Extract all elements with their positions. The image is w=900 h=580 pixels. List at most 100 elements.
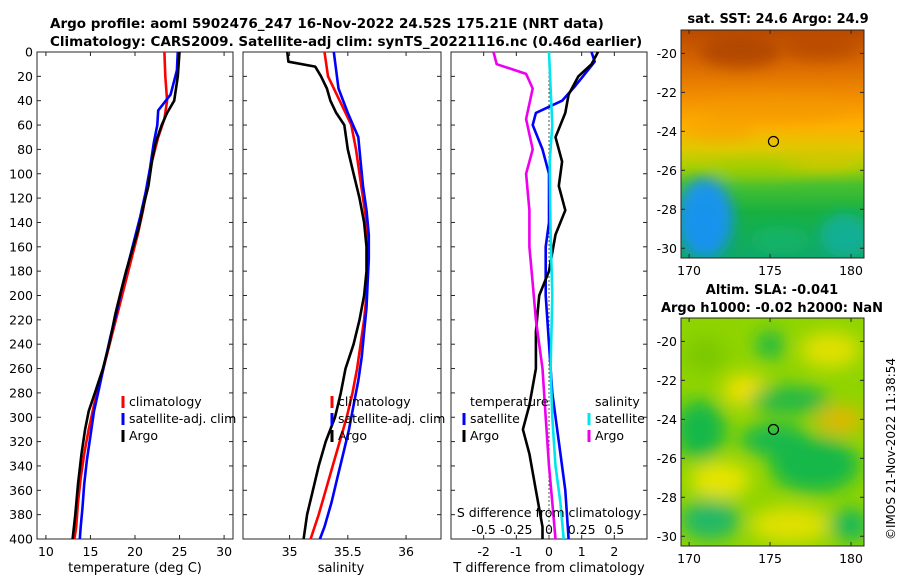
x-tick-label: 1 [578, 544, 586, 559]
y-tick-label: 120 [9, 191, 33, 206]
y-tick-label: 300 [9, 410, 33, 425]
salinity-x-ticks: 35 35.5 36 [282, 52, 414, 559]
salinity-panel: 35 35.5 36 climatology satellite-adj. clim… [242, 51, 445, 576]
legend-label-s-satellite: satellite [595, 411, 645, 426]
header-line2: Climatology: CARS2009. Satellite-adj cli… [50, 34, 642, 50]
sla-map-subtitle: Argo h1000: -0.02 h2000: NaN [661, 301, 883, 316]
salinity-axes [242, 51, 442, 540]
series-argo [286, 51, 368, 540]
salinity-y-ticks [243, 51, 441, 540]
sst-argo-marker [767, 135, 780, 148]
legend-label-climatology: climatology [129, 394, 202, 409]
y-tick-label: 60 [17, 118, 33, 133]
map-x-tick-label: 175 [758, 263, 782, 278]
sla-blobs [681, 331, 864, 543]
temperature-legend: climatology satellite-adj. clim Argo [121, 394, 236, 443]
temperature-x-label: temperature (deg C) [68, 561, 202, 576]
sst-blobs [681, 36, 864, 258]
legend-label-satellite: satellite-adj. clim [129, 411, 236, 426]
y-tick-label: 140 [9, 215, 33, 230]
salinity-legend: climatology satellite-adj. clim Argo [330, 394, 445, 443]
legend-label-argo: Argo [129, 428, 158, 443]
sla-field [681, 318, 864, 546]
sla-argo-marker [767, 423, 780, 436]
salinity-diff-tick-label: 0.25 [568, 522, 596, 537]
x-tick-label: 10 [38, 544, 54, 559]
x-tick-label: 0 [545, 544, 553, 559]
credit-stamp: ©IMOS 21-Nov-2022 11:38:54 [884, 358, 898, 540]
map-y-tick-label: -20 [657, 334, 677, 349]
map-y-tick-label: -24 [657, 412, 677, 427]
salinity-x-label: salinity [318, 561, 365, 576]
legend-label-t-argo: Argo [470, 428, 499, 443]
difference-panel: -2 -1 0 1 2 temperature satellite Argo salin… [450, 51, 648, 576]
y-tick-label: 240 [9, 337, 33, 352]
y-tick-label: 400 [9, 532, 33, 547]
y-tick-label: 220 [9, 312, 33, 327]
legend-label-s-argo: Argo [595, 428, 624, 443]
sla-x-ticks: 170 175 180 [677, 318, 863, 566]
map-y-tick-label: -28 [657, 490, 677, 505]
legend-title-salinity: salinity [595, 394, 640, 409]
map-y-tick-label: -30 [657, 529, 677, 544]
map-y-tick-label: -24 [657, 124, 677, 139]
map-x-tick-label: 180 [839, 263, 863, 278]
legend-label-argo: Argo [338, 428, 367, 443]
y-tick-label: 40 [17, 93, 33, 108]
difference-legend-temperature: temperature satellite Argo [462, 394, 549, 443]
legend-label-satellite: satellite-adj. clim [338, 411, 445, 426]
series-salinity-satellite [547, 51, 565, 540]
temperature-y-ticks: 0 20 40 60 80 100 120 140 160 180 200 220 240 260 280 3… [9, 45, 233, 547]
y-tick-label: 320 [9, 434, 33, 449]
sst-x-ticks: 170 175 180 [677, 30, 863, 278]
sst-map-frame [680, 29, 865, 259]
difference-x-label: T difference from climatology [452, 561, 645, 576]
map-x-tick-label: 170 [677, 263, 701, 278]
legend-label-climatology: climatology [338, 394, 411, 409]
difference-top-label: S difference from climatology [457, 505, 642, 520]
difference-lines [492, 51, 600, 540]
y-tick-label: 180 [9, 264, 33, 279]
map-y-tick-label: -30 [657, 241, 677, 256]
map-y-tick-label: -26 [657, 163, 677, 178]
x-tick-label: 15 [83, 544, 99, 559]
series-salinity-argo [492, 51, 557, 540]
series-satellite-adj-clim [318, 51, 371, 540]
sla-map-frame [680, 317, 865, 547]
y-tick-label: 340 [9, 458, 33, 473]
temperature-panel: 0 20 40 60 80 100 120 140 160 180 200 220 240 260 280 3… [9, 45, 236, 577]
y-tick-label: 100 [9, 166, 33, 181]
difference-y-ticks [451, 51, 647, 540]
map-y-tick-label: -22 [657, 85, 677, 100]
map-x-tick-label: 175 [758, 551, 782, 566]
map-x-tick-label: 180 [839, 551, 863, 566]
x-tick-label: 36 [398, 544, 414, 559]
y-tick-label: 160 [9, 239, 33, 254]
temperature-lines [71, 51, 181, 540]
map-y-tick-label: -20 [657, 46, 677, 61]
x-tick-label: -1 [510, 544, 522, 559]
y-tick-label: 200 [9, 288, 33, 303]
map-y-tick-label: -26 [657, 451, 677, 466]
difference-legend-salinity: salinity satellite Argo [587, 394, 645, 443]
x-tick-label: 35.5 [334, 544, 362, 559]
x-tick-label: 25 [172, 544, 188, 559]
sst-map-title: sat. SST: 24.6 Argo: 24.9 [687, 12, 868, 27]
difference-salinity-ticks: -0.5 -0.25 0 0.25 0.5 [471, 522, 624, 537]
legend-title-temperature: temperature [470, 394, 549, 409]
salinity-diff-tick-label: -0.25 [500, 522, 532, 537]
x-tick-label: 20 [127, 544, 143, 559]
sst-field [681, 30, 864, 258]
header-line1: Argo profile: aoml 5902476_247 16-Nov-20… [50, 16, 604, 32]
temperature-x-ticks: 10 15 20 25 30 [38, 52, 232, 559]
map-y-tick-label: -28 [657, 202, 677, 217]
sla-map-title: Altim. SLA: -0.041 [706, 283, 838, 298]
salinity-diff-tick-label: 0.5 [604, 522, 624, 537]
map-x-tick-label: 170 [677, 551, 701, 566]
x-tick-label: 2 [610, 544, 618, 559]
salinity-diff-tick-label: -0.5 [471, 522, 495, 537]
x-tick-label: 30 [216, 544, 232, 559]
sla-map-panel: Altim. SLA: -0.041 Argo h1000: -0.02 h20… [657, 283, 883, 566]
sst-y-ticks: -20 -22 -24 -26 -28 -30 [657, 46, 864, 256]
